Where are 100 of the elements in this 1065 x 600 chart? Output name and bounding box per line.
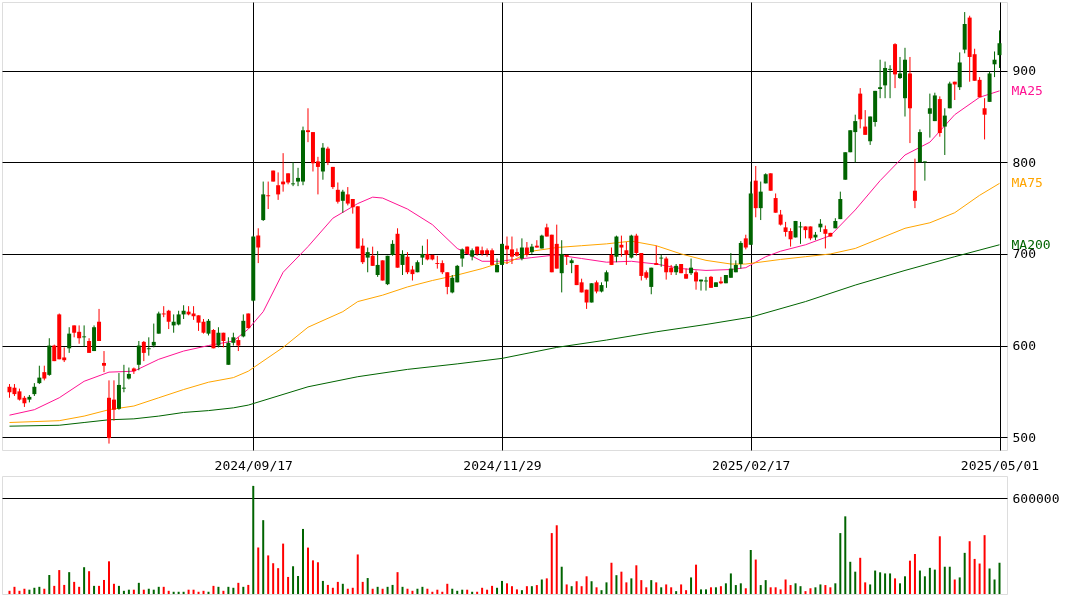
candlestick (883, 61, 888, 99)
bar (356, 554, 359, 594)
candlestick (266, 181, 271, 210)
candlestick (291, 161, 296, 187)
x-tick-label: 2025/05/01 (960, 457, 1040, 473)
candlestick (514, 247, 519, 258)
bar (605, 582, 608, 594)
bar (695, 564, 698, 594)
candlestick (126, 367, 131, 380)
bar (779, 589, 782, 594)
y-tick-label: 800 (1012, 154, 1036, 170)
candlestick (788, 227, 793, 248)
candlestick (241, 313, 246, 338)
candlestick (519, 237, 524, 261)
bar (744, 588, 747, 594)
bar (550, 533, 553, 594)
bar (426, 588, 429, 594)
bar (510, 586, 513, 594)
bar (535, 585, 538, 594)
candlestick (758, 181, 763, 221)
bar (247, 584, 250, 594)
bar (167, 590, 170, 594)
bar (794, 583, 797, 594)
bar (635, 565, 638, 594)
bar (565, 584, 568, 594)
bar (685, 590, 688, 594)
bar (83, 567, 86, 594)
candlestick (256, 227, 261, 264)
bar (242, 586, 245, 594)
candlestick (400, 249, 405, 276)
bar (401, 586, 404, 594)
bar (585, 576, 588, 594)
candlestick (82, 324, 87, 347)
candlestick (276, 171, 281, 201)
bar (729, 573, 732, 594)
bar (237, 582, 240, 594)
bar (899, 583, 902, 594)
candlestick (689, 258, 694, 276)
bar (147, 588, 150, 594)
bar (630, 578, 633, 594)
bar (719, 586, 722, 594)
bar (769, 587, 772, 594)
bar (78, 586, 81, 594)
bar (829, 587, 832, 594)
candlestick (559, 239, 564, 293)
candlestick (912, 158, 917, 209)
candlestick (141, 340, 146, 362)
bar (272, 563, 275, 594)
y-tick-label: 600 (1012, 338, 1036, 354)
candlestick (738, 240, 743, 270)
bar (321, 580, 324, 594)
bar (287, 576, 290, 594)
candlestick (460, 247, 465, 268)
bar (406, 588, 409, 594)
candlestick (629, 234, 634, 260)
bar (824, 585, 827, 594)
bar (665, 584, 668, 594)
candlestick (320, 142, 325, 181)
bar (978, 563, 981, 594)
x-tick-label: 2024/11/29 (463, 457, 542, 473)
bar (446, 583, 449, 594)
bar (88, 571, 91, 594)
bar (545, 578, 548, 594)
bar (520, 590, 523, 594)
bar (421, 586, 424, 594)
bar (948, 566, 951, 594)
bar (645, 587, 648, 594)
candlestick (216, 326, 221, 348)
candlestick (37, 365, 42, 385)
bar (38, 586, 41, 594)
bar (197, 591, 200, 594)
bar (839, 533, 842, 594)
bar (819, 584, 822, 594)
bar (112, 583, 115, 594)
bar (799, 586, 802, 594)
bar (98, 585, 101, 594)
bar (227, 586, 230, 594)
bar (660, 587, 663, 594)
bar (714, 587, 717, 594)
candlestick (131, 367, 136, 375)
bar (496, 587, 499, 594)
bar (690, 577, 693, 594)
bar (610, 562, 613, 594)
bar (749, 549, 752, 594)
y-tick-label: 600000 (1012, 490, 1060, 506)
candlestick (380, 259, 385, 282)
bar (53, 585, 56, 594)
candlestick (649, 267, 654, 295)
bar (262, 520, 265, 594)
bar (650, 580, 653, 594)
candlestick (146, 336, 151, 357)
candlestick (654, 245, 659, 266)
bar (252, 485, 255, 594)
bar (297, 575, 300, 594)
bar (680, 584, 683, 594)
bar (451, 588, 454, 594)
candlestick (156, 311, 161, 335)
bar (311, 560, 314, 594)
bar (107, 561, 110, 594)
bar (302, 528, 305, 594)
